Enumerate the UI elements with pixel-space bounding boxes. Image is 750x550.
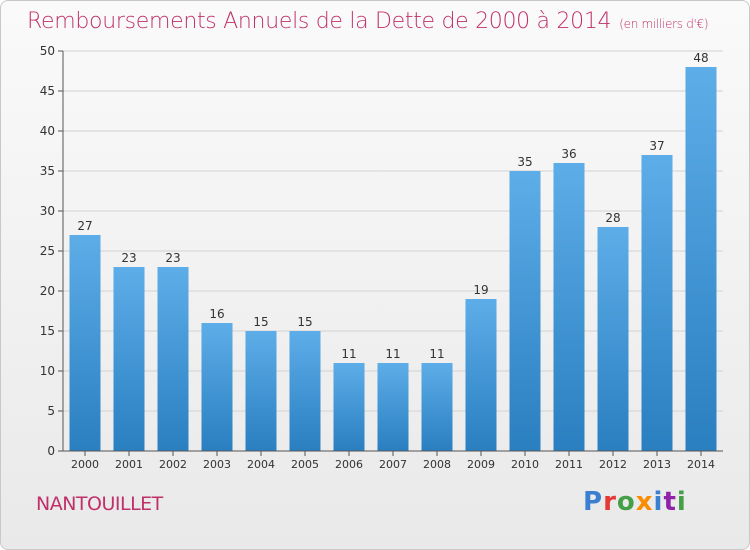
logo-letter: x xyxy=(635,487,654,517)
bar xyxy=(201,323,233,451)
x-tick-label: 2013 xyxy=(643,458,671,471)
bar xyxy=(289,331,321,451)
y-axis: 0 5 10 15 20 25 30 35 40 45 50 xyxy=(40,44,64,458)
logo-letter: r xyxy=(603,487,617,517)
bar-value-label: 11 xyxy=(385,347,400,361)
logo-letter: i xyxy=(653,487,664,517)
y-tick-label: 5 xyxy=(47,404,55,418)
bar-value-label: 35 xyxy=(517,155,532,169)
x-tick-label: 2003 xyxy=(203,458,231,471)
y-tick-label: 50 xyxy=(40,44,55,58)
y-tick-label: 45 xyxy=(40,84,55,98)
x-tick-label: 2002 xyxy=(159,458,187,471)
bar xyxy=(553,163,585,451)
bar-value-label: 28 xyxy=(605,211,620,225)
x-tick-label: 2011 xyxy=(555,458,583,471)
bar xyxy=(333,363,365,451)
x-axis: 2000 2001 2002 2003 2004 2005 2006 2007 2008 2009… xyxy=(63,450,723,471)
logo-letter: P xyxy=(583,487,604,517)
proxiti-logo: Proxiti xyxy=(583,487,687,517)
x-tick-label: 2014 xyxy=(687,458,715,471)
bar-value-label: 48 xyxy=(693,51,708,65)
bar xyxy=(421,363,453,451)
bar-value-label: 36 xyxy=(561,147,576,161)
x-tick-label: 2005 xyxy=(291,458,319,471)
logo-letter: t xyxy=(663,487,677,517)
chart-subtitle: (en milliers d'€) xyxy=(619,17,709,31)
x-tick-label: 2009 xyxy=(467,458,495,471)
y-tick-label: 15 xyxy=(40,324,55,338)
y-tick-label: 25 xyxy=(40,244,55,258)
x-tick-label: 2006 xyxy=(335,458,363,471)
bar xyxy=(377,363,409,451)
bar xyxy=(465,299,497,451)
bar xyxy=(509,171,541,451)
bars: 27 23 23 16 15 15 11 11 11 19 35 36 28 37 48 xyxy=(69,51,717,451)
bar-value-label: 15 xyxy=(297,315,312,329)
y-tick-label: 0 xyxy=(47,444,55,458)
logo-letter: i xyxy=(676,487,687,517)
y-tick-label: 35 xyxy=(40,164,55,178)
bar xyxy=(597,227,629,451)
city-name: NANTOUILLET xyxy=(36,493,163,515)
logo-letter: o xyxy=(616,487,636,517)
bar-value-label: 11 xyxy=(341,347,356,361)
x-tick-label: 2001 xyxy=(115,458,143,471)
chart-title-text: Remboursements Annuels de la Dette de 20… xyxy=(27,9,612,34)
y-tick-label: 40 xyxy=(40,124,55,138)
bar-value-label: 16 xyxy=(209,307,224,321)
chart-title: Remboursements Annuels de la Dette de 20… xyxy=(27,9,709,34)
x-tick-label: 2010 xyxy=(511,458,539,471)
bar-value-label: 23 xyxy=(121,251,136,265)
bar-value-label: 37 xyxy=(649,139,664,153)
x-tick-label: 2004 xyxy=(247,458,275,471)
bar-value-label: 19 xyxy=(473,283,488,297)
x-tick-label: 2012 xyxy=(599,458,627,471)
bar-value-label: 11 xyxy=(429,347,444,361)
bar xyxy=(157,267,189,451)
bar xyxy=(245,331,277,451)
x-tick-label: 2000 xyxy=(71,458,99,471)
y-tick-label: 20 xyxy=(40,284,55,298)
bar xyxy=(685,67,717,451)
bar xyxy=(641,155,673,451)
bar-value-label: 15 xyxy=(253,315,268,329)
y-tick-label: 10 xyxy=(40,364,55,378)
bar-value-label: 23 xyxy=(165,251,180,265)
bar-value-label: 27 xyxy=(77,219,92,233)
bar xyxy=(113,267,145,451)
x-tick-label: 2008 xyxy=(423,458,451,471)
x-tick-label: 2007 xyxy=(379,458,407,471)
y-tick-label: 30 xyxy=(40,204,55,218)
bar xyxy=(69,235,101,451)
